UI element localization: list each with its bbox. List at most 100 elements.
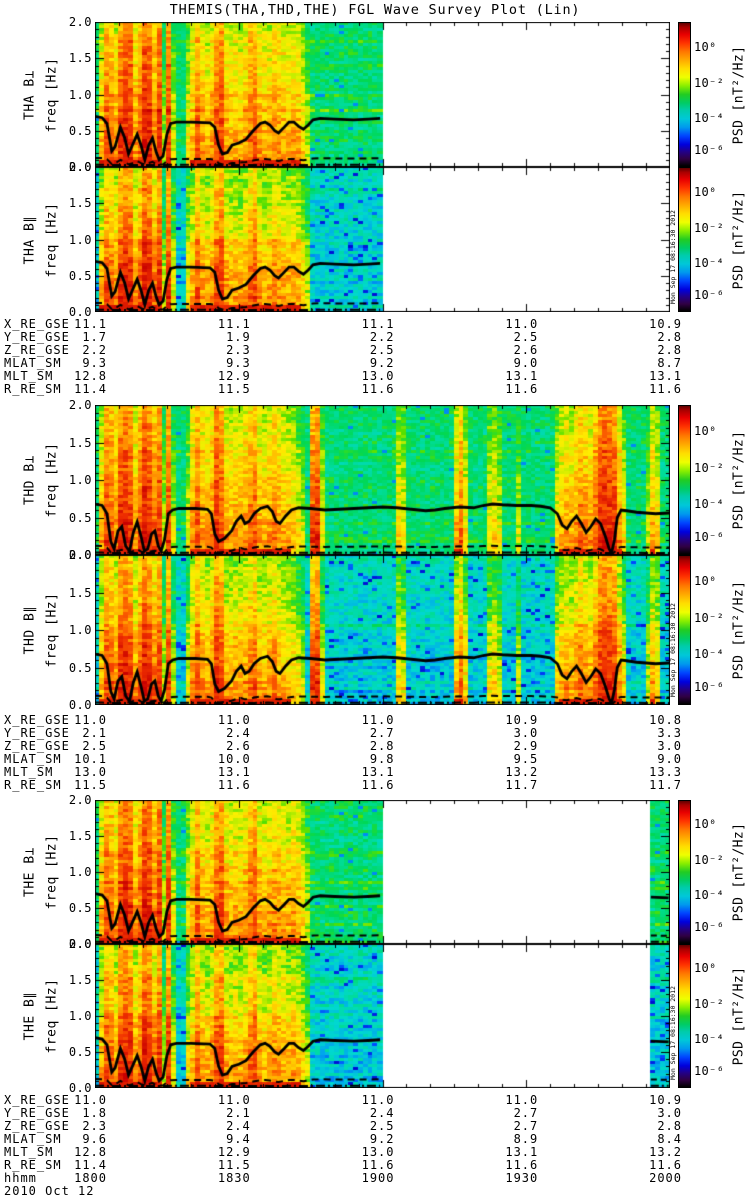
colorbar-tick-label: 10⁻⁴	[694, 647, 725, 661]
ephemeris-value: 13.0	[361, 1145, 395, 1159]
ephemeris-value: 11.4	[74, 382, 107, 396]
ephemeris-value: 1.7	[82, 330, 107, 344]
colorbar-tick-label: 10⁻⁴	[694, 255, 725, 270]
colorbar-thd-bpar	[678, 555, 691, 705]
colorbar-tick-label: 10⁻⁶	[694, 142, 725, 157]
ephemeris-value: 9.4	[226, 1132, 251, 1146]
ephemeris-value: 12.9	[217, 1145, 251, 1159]
ephemeris-value: 10.9	[505, 713, 539, 727]
ephemeris-value: 9.8	[369, 752, 395, 766]
ephemeris-value: 11.0	[505, 317, 539, 331]
psd-axis-label: PSD [nT²/Hz]	[731, 580, 747, 680]
freq-axis-label: freq [Hz]	[44, 57, 60, 132]
ephemeris-value: 2.8	[369, 739, 395, 753]
colorbar-thd-bperp	[678, 405, 691, 555]
spectrogram-canvas-the-bpar	[95, 944, 670, 1088]
ephemeris-value: 2.3	[226, 343, 251, 357]
panel-label-thd-bpar: THD B∥	[22, 605, 38, 655]
ephemeris-value: 11.5	[217, 1158, 251, 1172]
colorbar-tick-label: 10⁻⁶	[694, 1063, 725, 1078]
colorbar-tick-label: 10⁰	[694, 961, 717, 976]
ephemeris-value: 8.9	[513, 1132, 539, 1146]
freq-tick-label: 0.5	[68, 510, 92, 525]
render-timestamp: Mon Sep 17 08:16:30 2012	[669, 210, 677, 304]
ephemeris-value: 11.0	[361, 713, 395, 727]
colorbar-tick-label: 10⁰	[694, 573, 717, 588]
ephemeris-value: 1.9	[226, 330, 251, 344]
freq-tick-label: 0.0	[68, 937, 92, 951]
ephemeris-row-label: X_RE_GSE	[4, 1093, 70, 1107]
ephemeris-row-label: MLAT_SM	[4, 1132, 62, 1146]
ephemeris-value: 11.0	[361, 1093, 395, 1107]
freq-axis-label: freq [Hz]	[44, 978, 60, 1054]
ephemeris-row-label: MLT_SM	[4, 1145, 54, 1159]
freq-tick-label: 1.0	[68, 473, 92, 487]
ephemeris-value: 11.0	[505, 1093, 539, 1107]
freq-tick-label: 0.5	[68, 123, 92, 138]
ephemeris-value: 9.0	[657, 752, 682, 766]
ephemeris-value: 11.7	[649, 778, 682, 792]
ephemeris-value: 10.8	[649, 713, 682, 727]
ephemeris-value: 13.3	[649, 765, 682, 779]
colorbar-tick-label: 10⁻⁴	[694, 110, 725, 125]
ephemeris-row-label: X_RE_GSE	[4, 713, 70, 727]
ephemeris-value: 10.9	[649, 1093, 682, 1107]
colorbar-tick-label: 10⁻⁶	[694, 287, 725, 302]
ephemeris-value: 9.2	[369, 1132, 395, 1146]
ephemeris-row-label: Y_RE_GSE	[4, 1106, 70, 1120]
ephemeris-value: 2.5	[82, 739, 107, 753]
ephemeris-row-label: Z_RE_GSE	[4, 739, 70, 753]
ephemeris-value: 2.6	[513, 343, 539, 357]
freq-tick-label: 0.5	[68, 268, 92, 283]
ephemeris-value: 11.0	[74, 1093, 107, 1107]
freq-tick-label: 0.5	[68, 660, 92, 675]
ephemeris-value: 9.2	[369, 356, 395, 370]
ephemeris-value: 12.9	[217, 369, 251, 383]
spectrogram-canvas-tha-bperp	[95, 22, 670, 167]
freq-tick-label: 0.0	[68, 305, 92, 319]
ephemeris-value: 8.7	[657, 356, 682, 370]
ephemeris-value: 3.0	[513, 726, 539, 740]
ephemeris-row-label: MLT_SM	[4, 369, 54, 383]
ephemeris-row-label: R_RE_SM	[4, 1158, 62, 1172]
freq-tick-label: 1.0	[68, 865, 92, 879]
ephemeris-row-label: Y_RE_GSE	[4, 726, 70, 740]
ephemeris-row-label: R_RE_SM	[4, 382, 62, 396]
freq-tick-label: 0.0	[68, 548, 92, 562]
colorbar-tick-label: 10⁻²	[694, 853, 725, 868]
freq-tick-label: 1.5	[68, 435, 92, 450]
ephemeris-value: 2.7	[513, 1119, 539, 1133]
ephemeris-value: 13.0	[74, 765, 107, 779]
freq-tick-label: 1.5	[68, 585, 92, 600]
colorbar-tick-label: 10⁻⁴	[694, 888, 725, 903]
ephemeris-value: 1.8	[82, 1106, 107, 1120]
spectrogram-canvas-thd-bpar	[95, 555, 670, 705]
freq-tick-label: 1.5	[68, 973, 92, 987]
ephemeris-value: 2.9	[513, 739, 539, 753]
freq-tick-label: 1.5	[68, 196, 92, 211]
freq-tick-label: 0.0	[68, 1081, 92, 1095]
ephemeris-value: 2.5	[513, 330, 539, 344]
panel-label-tha-bpar: THA B∥	[22, 215, 38, 264]
time-tick-label: 1830	[217, 1171, 251, 1185]
freq-tick-label: 1.0	[68, 232, 92, 247]
ephemeris-value: 13.0	[361, 369, 395, 383]
ephemeris-value: 2.2	[82, 343, 107, 357]
ephemeris-value: 13.1	[505, 369, 539, 383]
spectrogram-panel-the-bpar	[95, 944, 670, 1088]
ephemeris-value: 11.0	[217, 1093, 251, 1107]
ephemeris-value: 11.6	[505, 1158, 539, 1172]
panel-label-tha-bperp: THA B⊥	[22, 69, 38, 120]
time-tick-label: 1800	[74, 1171, 107, 1185]
ephemeris-value: 9.5	[513, 752, 539, 766]
colorbar-tick-label: 10⁻²	[694, 461, 725, 475]
colorbar-tick-label: 10⁰	[694, 423, 717, 438]
freq-tick-label: 0.0	[68, 698, 92, 712]
colorbar-tha-bperp	[678, 22, 691, 167]
ephemeris-value: 11.6	[649, 382, 682, 396]
spectrogram-panel-tha-bpar	[95, 167, 670, 312]
colorbar-tick-label: 10⁻⁶	[694, 919, 725, 934]
ephemeris-value: 11.1	[361, 317, 395, 331]
spectrogram-canvas-the-bperp	[95, 800, 670, 944]
time-axis-label: hhmm	[4, 1171, 37, 1185]
